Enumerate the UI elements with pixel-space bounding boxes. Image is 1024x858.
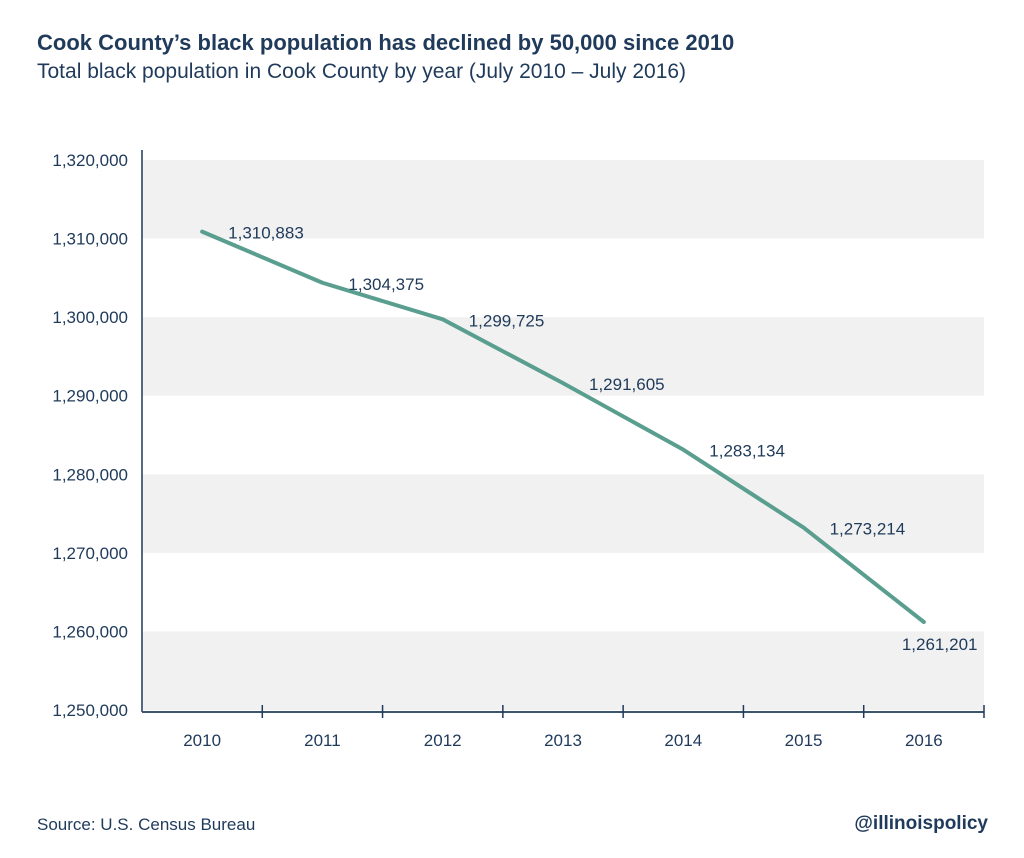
chart-subtitle: Total black population in Cook County by… <box>37 60 687 83</box>
data-label: 1,299,725 <box>469 311 545 330</box>
x-tick-label: 2016 <box>905 731 943 750</box>
y-tick-label: 1,250,000 <box>52 701 128 720</box>
x-tick-label: 2013 <box>544 731 582 750</box>
y-tick-label: 1,290,000 <box>52 387 128 406</box>
y-tick-label: 1,320,000 <box>52 151 128 170</box>
grid-band <box>142 631 984 710</box>
data-label: 1,283,134 <box>709 442 785 461</box>
x-tick-label: 2011 <box>304 731 341 750</box>
chart-title: Cook County’s black population has decli… <box>37 30 735 55</box>
grid-band <box>142 474 984 553</box>
y-tick-label: 1,300,000 <box>52 308 128 327</box>
x-tick-label: 2015 <box>785 731 823 750</box>
x-tick-label: 2010 <box>183 731 221 750</box>
y-tick-label: 1,310,000 <box>52 230 128 249</box>
source-note: Source: U.S. Census Bureau <box>37 815 256 834</box>
y-tick-label: 1,280,000 <box>52 465 128 484</box>
social-handle: @illinoispolicy <box>854 813 988 834</box>
data-label: 1,291,605 <box>589 375 665 394</box>
x-tick-label: 2012 <box>424 731 462 750</box>
data-label: 1,310,883 <box>228 224 304 243</box>
y-tick-label: 1,260,000 <box>52 622 128 641</box>
x-tick-label: 2014 <box>664 731 702 750</box>
data-label: 1,273,214 <box>830 520 906 539</box>
y-tick-label: 1,270,000 <box>52 544 128 563</box>
data-label: 1,261,201 <box>902 635 978 654</box>
grid-band <box>142 160 984 239</box>
data-line <box>200 229 926 624</box>
data-label: 1,304,375 <box>348 275 424 294</box>
